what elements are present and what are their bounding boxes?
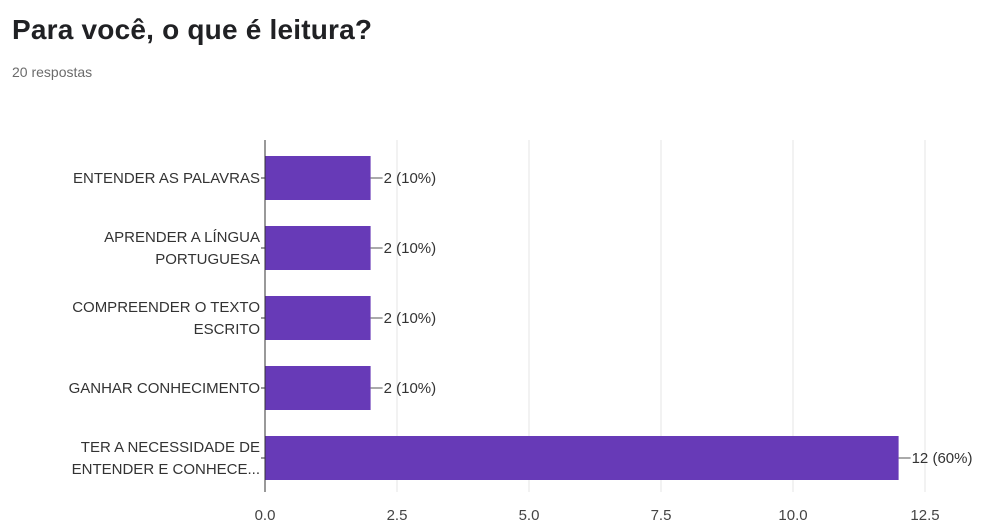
category-label: TER A NECESSIDADE DE xyxy=(81,439,260,456)
data-label: 2 (10%) xyxy=(384,380,437,397)
category-label: COMPREENDER O TEXTO xyxy=(72,299,260,316)
category-label: PORTUGUESA xyxy=(155,251,260,268)
x-tick-label: 12.5 xyxy=(910,507,939,524)
x-tick-label: 10.0 xyxy=(778,507,807,524)
axes xyxy=(261,140,266,492)
category-label: APRENDER A LÍNGUA xyxy=(104,229,260,246)
data-label: 12 (60%) xyxy=(912,450,973,467)
grid-lines xyxy=(396,140,926,492)
x-tick-label: 2.5 xyxy=(387,507,408,524)
bar xyxy=(265,366,371,410)
category-label: GANHAR CONHECIMENTO xyxy=(69,380,260,397)
x-tick-label: 0.0 xyxy=(255,507,276,524)
response-count: 20 respostas xyxy=(12,64,93,80)
category-label: ESCRITO xyxy=(194,321,260,338)
bar xyxy=(265,296,371,340)
data-label: 2 (10%) xyxy=(384,240,437,257)
bar xyxy=(265,436,899,480)
chart-title: Para você, o que é leitura? xyxy=(12,14,373,45)
data-label: 2 (10%) xyxy=(384,310,437,327)
bars xyxy=(265,156,911,480)
labels: 0.0 2.5 5.0 7.5 10.0 12.5 2 (10%) ENTENDER AS P… xyxy=(69,170,973,524)
x-tick-label: 5.0 xyxy=(519,507,540,524)
category-label: ENTENDER AS PALAVRAS xyxy=(73,170,260,187)
bar xyxy=(265,156,371,200)
data-label: 2 (10%) xyxy=(384,170,437,187)
category-label: ENTENDER E CONHECE... xyxy=(72,461,260,478)
bar xyxy=(265,226,371,270)
x-tick-label: 7.5 xyxy=(651,507,672,524)
